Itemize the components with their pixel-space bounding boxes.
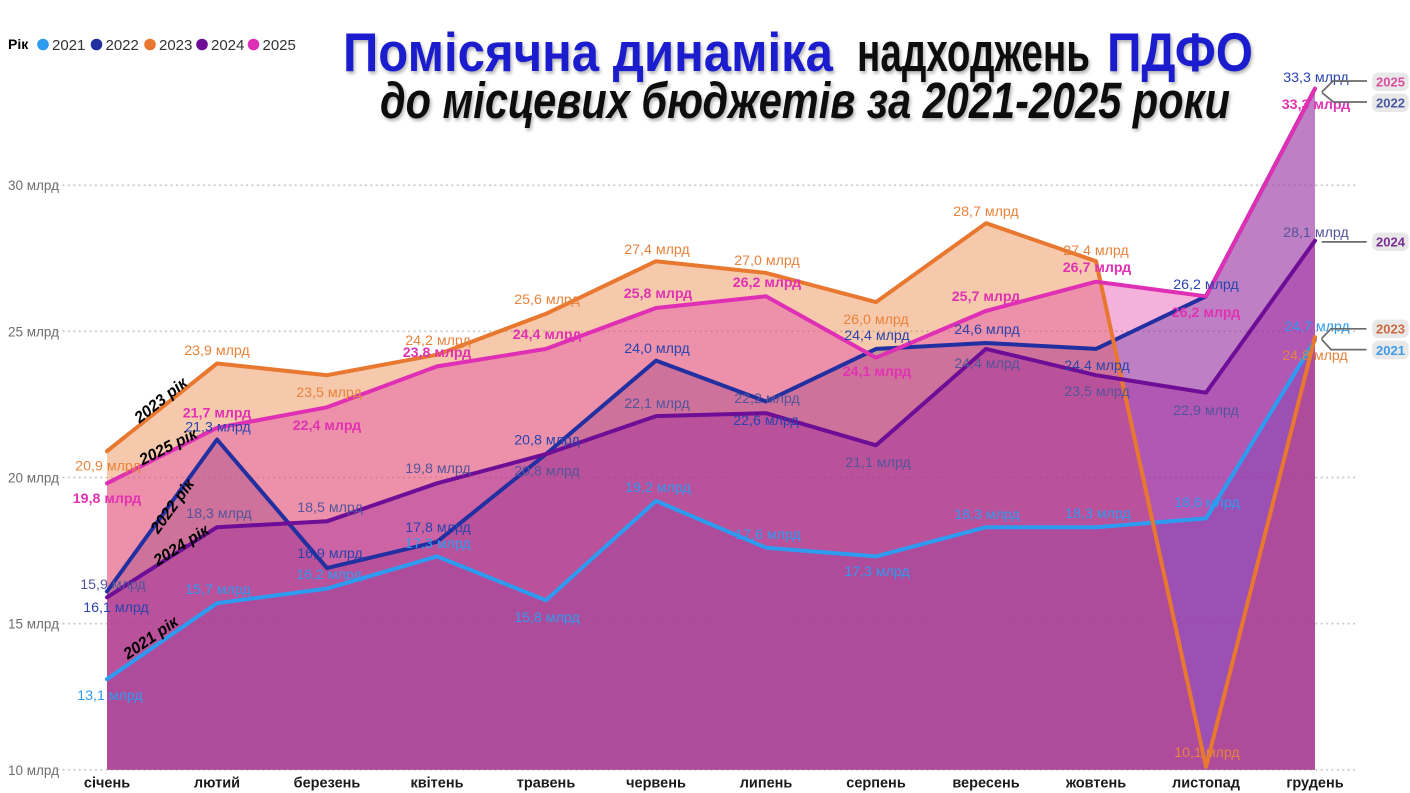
svg-text:22,2 млрд: 22,2 млрд — [734, 391, 800, 407]
svg-text:2023: 2023 — [1376, 322, 1405, 337]
svg-text:червень: червень — [626, 776, 686, 792]
svg-text:липень: липень — [740, 776, 793, 792]
svg-text:18,6 млрд: 18,6 млрд — [1174, 495, 1240, 511]
svg-text:Помісячна динаміка: Помісячна динаміка — [343, 21, 833, 83]
svg-text:ПДФО: ПДФО — [1107, 21, 1253, 83]
svg-text:25,6 млрд: 25,6 млрд — [514, 292, 580, 308]
svg-text:17,6 млрд: 17,6 млрд — [735, 527, 801, 543]
svg-text:15,7 млрд: 15,7 млрд — [185, 582, 251, 598]
svg-text:16,1 млрд: 16,1 млрд — [83, 600, 149, 616]
svg-text:24,2 млрд: 24,2 млрд — [405, 333, 471, 349]
svg-text:лютий: лютий — [194, 776, 240, 792]
svg-text:грудень: грудень — [1286, 776, 1343, 792]
svg-text:20 млрд: 20 млрд — [8, 471, 59, 486]
svg-text:13,1 млрд: 13,1 млрд — [77, 688, 143, 704]
svg-text:20,8 млрд: 20,8 млрд — [514, 464, 580, 480]
svg-text:24,1 млрд: 24,1 млрд — [843, 364, 911, 380]
svg-text:24,8 млрд: 24,8 млрд — [1282, 348, 1348, 364]
svg-text:24,4 млрд: 24,4 млрд — [954, 356, 1020, 372]
svg-text:22,1 млрд: 22,1 млрд — [624, 396, 690, 412]
svg-text:18,5 млрд: 18,5 млрд — [297, 500, 363, 516]
svg-text:26,2 млрд: 26,2 млрд — [733, 275, 801, 291]
svg-text:серпень: серпень — [846, 776, 906, 792]
svg-text:15 млрд: 15 млрд — [8, 617, 59, 632]
svg-text:24,6 млрд: 24,6 млрд — [954, 322, 1020, 338]
svg-text:вересень: вересень — [952, 776, 1019, 792]
svg-text:до місцевих бюджетів за 2021-2: до місцевих бюджетів за 2021-2025 роки — [380, 72, 1230, 129]
svg-text:Рік: Рік — [8, 36, 29, 52]
svg-text:23,9 млрд: 23,9 млрд — [184, 343, 250, 359]
svg-text:23,5 млрд: 23,5 млрд — [1064, 384, 1130, 400]
svg-text:25,8 млрд: 25,8 млрд — [624, 286, 692, 302]
svg-text:10 млрд: 10 млрд — [8, 763, 59, 778]
svg-text:2025: 2025 — [263, 37, 296, 54]
svg-text:2023: 2023 — [159, 37, 192, 54]
svg-text:жовтень: жовтень — [1065, 776, 1126, 792]
svg-text:19,8 млрд: 19,8 млрд — [405, 461, 471, 477]
svg-text:25,7 млрд: 25,7 млрд — [952, 289, 1020, 305]
svg-text:20,8 млрд: 20,8 млрд — [514, 433, 580, 449]
svg-text:2024: 2024 — [211, 37, 244, 54]
svg-text:20,9 млрд: 20,9 млрд — [75, 459, 141, 475]
svg-text:січень: січень — [84, 776, 130, 792]
svg-text:22,4 млрд: 22,4 млрд — [293, 418, 361, 434]
svg-text:27,4 млрд: 27,4 млрд — [624, 242, 690, 258]
svg-text:17,3 млрд: 17,3 млрд — [405, 536, 471, 552]
svg-text:17,3 млрд: 17,3 млрд — [844, 564, 910, 580]
svg-text:23,5 млрд: 23,5 млрд — [296, 385, 362, 401]
svg-text:28,1 млрд: 28,1 млрд — [1283, 225, 1349, 241]
svg-text:21,7 млрд: 21,7 млрд — [183, 406, 251, 422]
svg-text:27,0 млрд: 27,0 млрд — [734, 253, 800, 269]
svg-text:10,1 млрд: 10,1 млрд — [1174, 745, 1240, 761]
svg-text:26,2 млрд: 26,2 млрд — [1172, 305, 1240, 321]
svg-text:березень: березень — [294, 776, 361, 792]
svg-text:21,3 млрд: 21,3 млрд — [185, 420, 251, 436]
svg-text:16,9 млрд: 16,9 млрд — [297, 546, 363, 562]
svg-text:18,3 млрд: 18,3 млрд — [954, 507, 1020, 523]
svg-text:22,6 млрд: 22,6 млрд — [733, 413, 799, 429]
svg-text:24,7 млрд: 24,7 млрд — [1284, 319, 1350, 335]
svg-text:24,4 млрд: 24,4 млрд — [513, 327, 581, 343]
svg-text:надходжень: надходжень — [857, 21, 1090, 83]
svg-text:26,0 млрд: 26,0 млрд — [843, 312, 909, 328]
svg-text:23,8 млрд: 23,8 млрд — [403, 345, 471, 361]
svg-text:33,3 млрд: 33,3 млрд — [1283, 70, 1349, 86]
svg-text:2021: 2021 — [52, 37, 85, 54]
svg-text:28,7 млрд: 28,7 млрд — [953, 204, 1019, 220]
svg-text:27,4 млрд: 27,4 млрд — [1063, 243, 1129, 259]
svg-text:21,1 млрд: 21,1 млрд — [845, 455, 911, 471]
svg-text:19,8 млрд: 19,8 млрд — [73, 491, 141, 507]
svg-text:17,8 млрд: 17,8 млрд — [405, 520, 471, 536]
svg-text:2024: 2024 — [1376, 235, 1406, 250]
svg-text:15,9 млрд: 15,9 млрд — [80, 577, 146, 593]
svg-text:25 млрд: 25 млрд — [8, 324, 59, 339]
svg-text:24,4 млрд: 24,4 млрд — [844, 328, 910, 344]
svg-text:24,4 млрд: 24,4 млрд — [1064, 358, 1130, 374]
svg-text:24,0 млрд: 24,0 млрд — [624, 341, 690, 357]
svg-text:18,3 млрд: 18,3 млрд — [186, 506, 252, 522]
svg-text:2025: 2025 — [1376, 75, 1405, 90]
svg-text:30 млрд: 30 млрд — [8, 178, 59, 193]
svg-text:травень: травень — [517, 776, 576, 792]
svg-text:2022: 2022 — [1376, 96, 1405, 111]
svg-text:листопад: листопад — [1172, 776, 1240, 792]
svg-text:22,9 млрд: 22,9 млрд — [1173, 403, 1239, 419]
svg-text:15,8 млрд: 15,8 млрд — [514, 610, 580, 626]
svg-text:16,2 млрд: 16,2 млрд — [296, 567, 362, 583]
svg-text:18,3 млрд: 18,3 млрд — [1065, 506, 1131, 522]
svg-text:2022: 2022 — [106, 37, 139, 54]
svg-text:26,2 млрд: 26,2 млрд — [1173, 277, 1239, 293]
svg-text:19,2 млрд: 19,2 млрд — [625, 480, 691, 496]
svg-text:квітень: квітень — [410, 776, 463, 792]
svg-text:2021: 2021 — [1376, 343, 1405, 358]
svg-text:33,3 млрд: 33,3 млрд — [1282, 97, 1350, 113]
svg-text:26,7 млрд: 26,7 млрд — [1063, 260, 1131, 276]
